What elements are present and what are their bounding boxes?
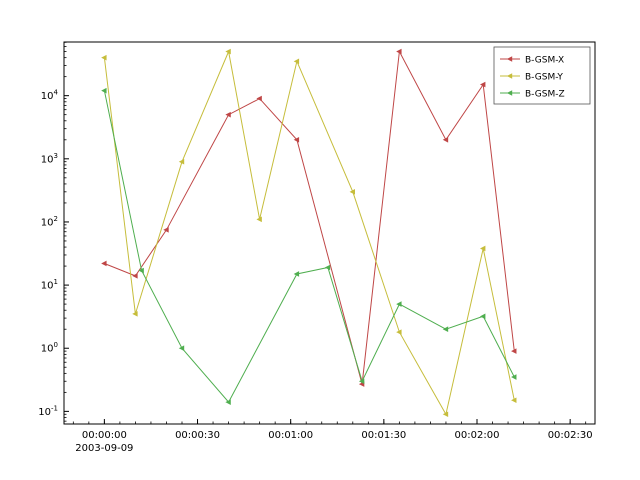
data-marker: [101, 87, 107, 94]
x-tick-label: 00:00:30: [175, 430, 220, 441]
x-tick-label: 00:00:00: [82, 430, 127, 441]
data-marker: [396, 301, 402, 307]
series-B-GSM-Z: [101, 87, 517, 405]
y-tick-label: 100: [41, 341, 58, 355]
data-marker: [511, 348, 517, 354]
series-B-GSM-Y: [101, 48, 517, 418]
legend-label: B-GSM-Y: [525, 73, 563, 83]
y-tick-label: 10-1: [38, 404, 58, 418]
legend-entry-B-GSM-Y: B-GSM-Y: [500, 73, 563, 83]
x-tick-label: 00:01:30: [361, 430, 406, 441]
data-marker: [442, 326, 449, 333]
x-tick-label: 00:02:00: [455, 430, 500, 441]
data-marker: [178, 345, 185, 352]
y-tick-label: 103: [41, 152, 58, 166]
data-marker: [442, 137, 449, 143]
data-marker: [256, 95, 262, 102]
data-marker: [480, 313, 486, 320]
x-axis: 00:00:00 2003-09-09 00:00:30 00:01:00 00:01:…: [72, 419, 593, 454]
data-marker: [442, 411, 449, 418]
data-marker: [256, 216, 262, 223]
data-marker: [293, 271, 300, 277]
data-marker: [225, 111, 231, 118]
data-marker: [349, 189, 355, 195]
x-tick-label: 00:02:30: [548, 430, 593, 441]
data-marker: [358, 378, 365, 385]
data-marker: [511, 397, 517, 404]
y-axis: 10-1 100 101 102 103 104: [38, 41, 69, 422]
data-marker: [101, 54, 107, 61]
x-axis-date-label: 2003-09-09: [75, 443, 133, 454]
data-marker: [506, 73, 513, 79]
data-marker: [132, 311, 138, 317]
data-marker: [178, 158, 185, 165]
data-marker: [396, 48, 402, 55]
legend-label: B-GSM-Z: [525, 90, 565, 100]
data-marker: [225, 48, 231, 55]
legend-label: B-GSM-X: [525, 56, 564, 66]
data-marker: [506, 90, 513, 96]
data-marker: [324, 264, 331, 271]
data-marker: [225, 399, 231, 405]
data-marker: [138, 267, 144, 274]
y-tick-label: 102: [41, 215, 58, 229]
y-tick-label: 104: [41, 89, 59, 103]
data-marker: [101, 260, 107, 267]
data-marker: [480, 245, 486, 252]
data-marker: [132, 273, 138, 279]
legend-entry-B-GSM-X: B-GSM-X: [500, 56, 564, 66]
data-marker: [506, 56, 513, 62]
data-marker: [396, 329, 402, 335]
legend-entry-B-GSM-Z: B-GSM-Z: [500, 90, 565, 100]
data-marker: [293, 137, 300, 143]
data-marker: [293, 58, 300, 65]
y-tick-label: 101: [41, 278, 58, 292]
legend: B-GSM-X B-GSM-Y B-GSM-Z: [493, 46, 591, 105]
data-marker: [163, 227, 169, 233]
data-marker: [480, 81, 486, 88]
data-marker: [511, 374, 517, 380]
x-tick-label: 00:01:00: [268, 430, 313, 441]
